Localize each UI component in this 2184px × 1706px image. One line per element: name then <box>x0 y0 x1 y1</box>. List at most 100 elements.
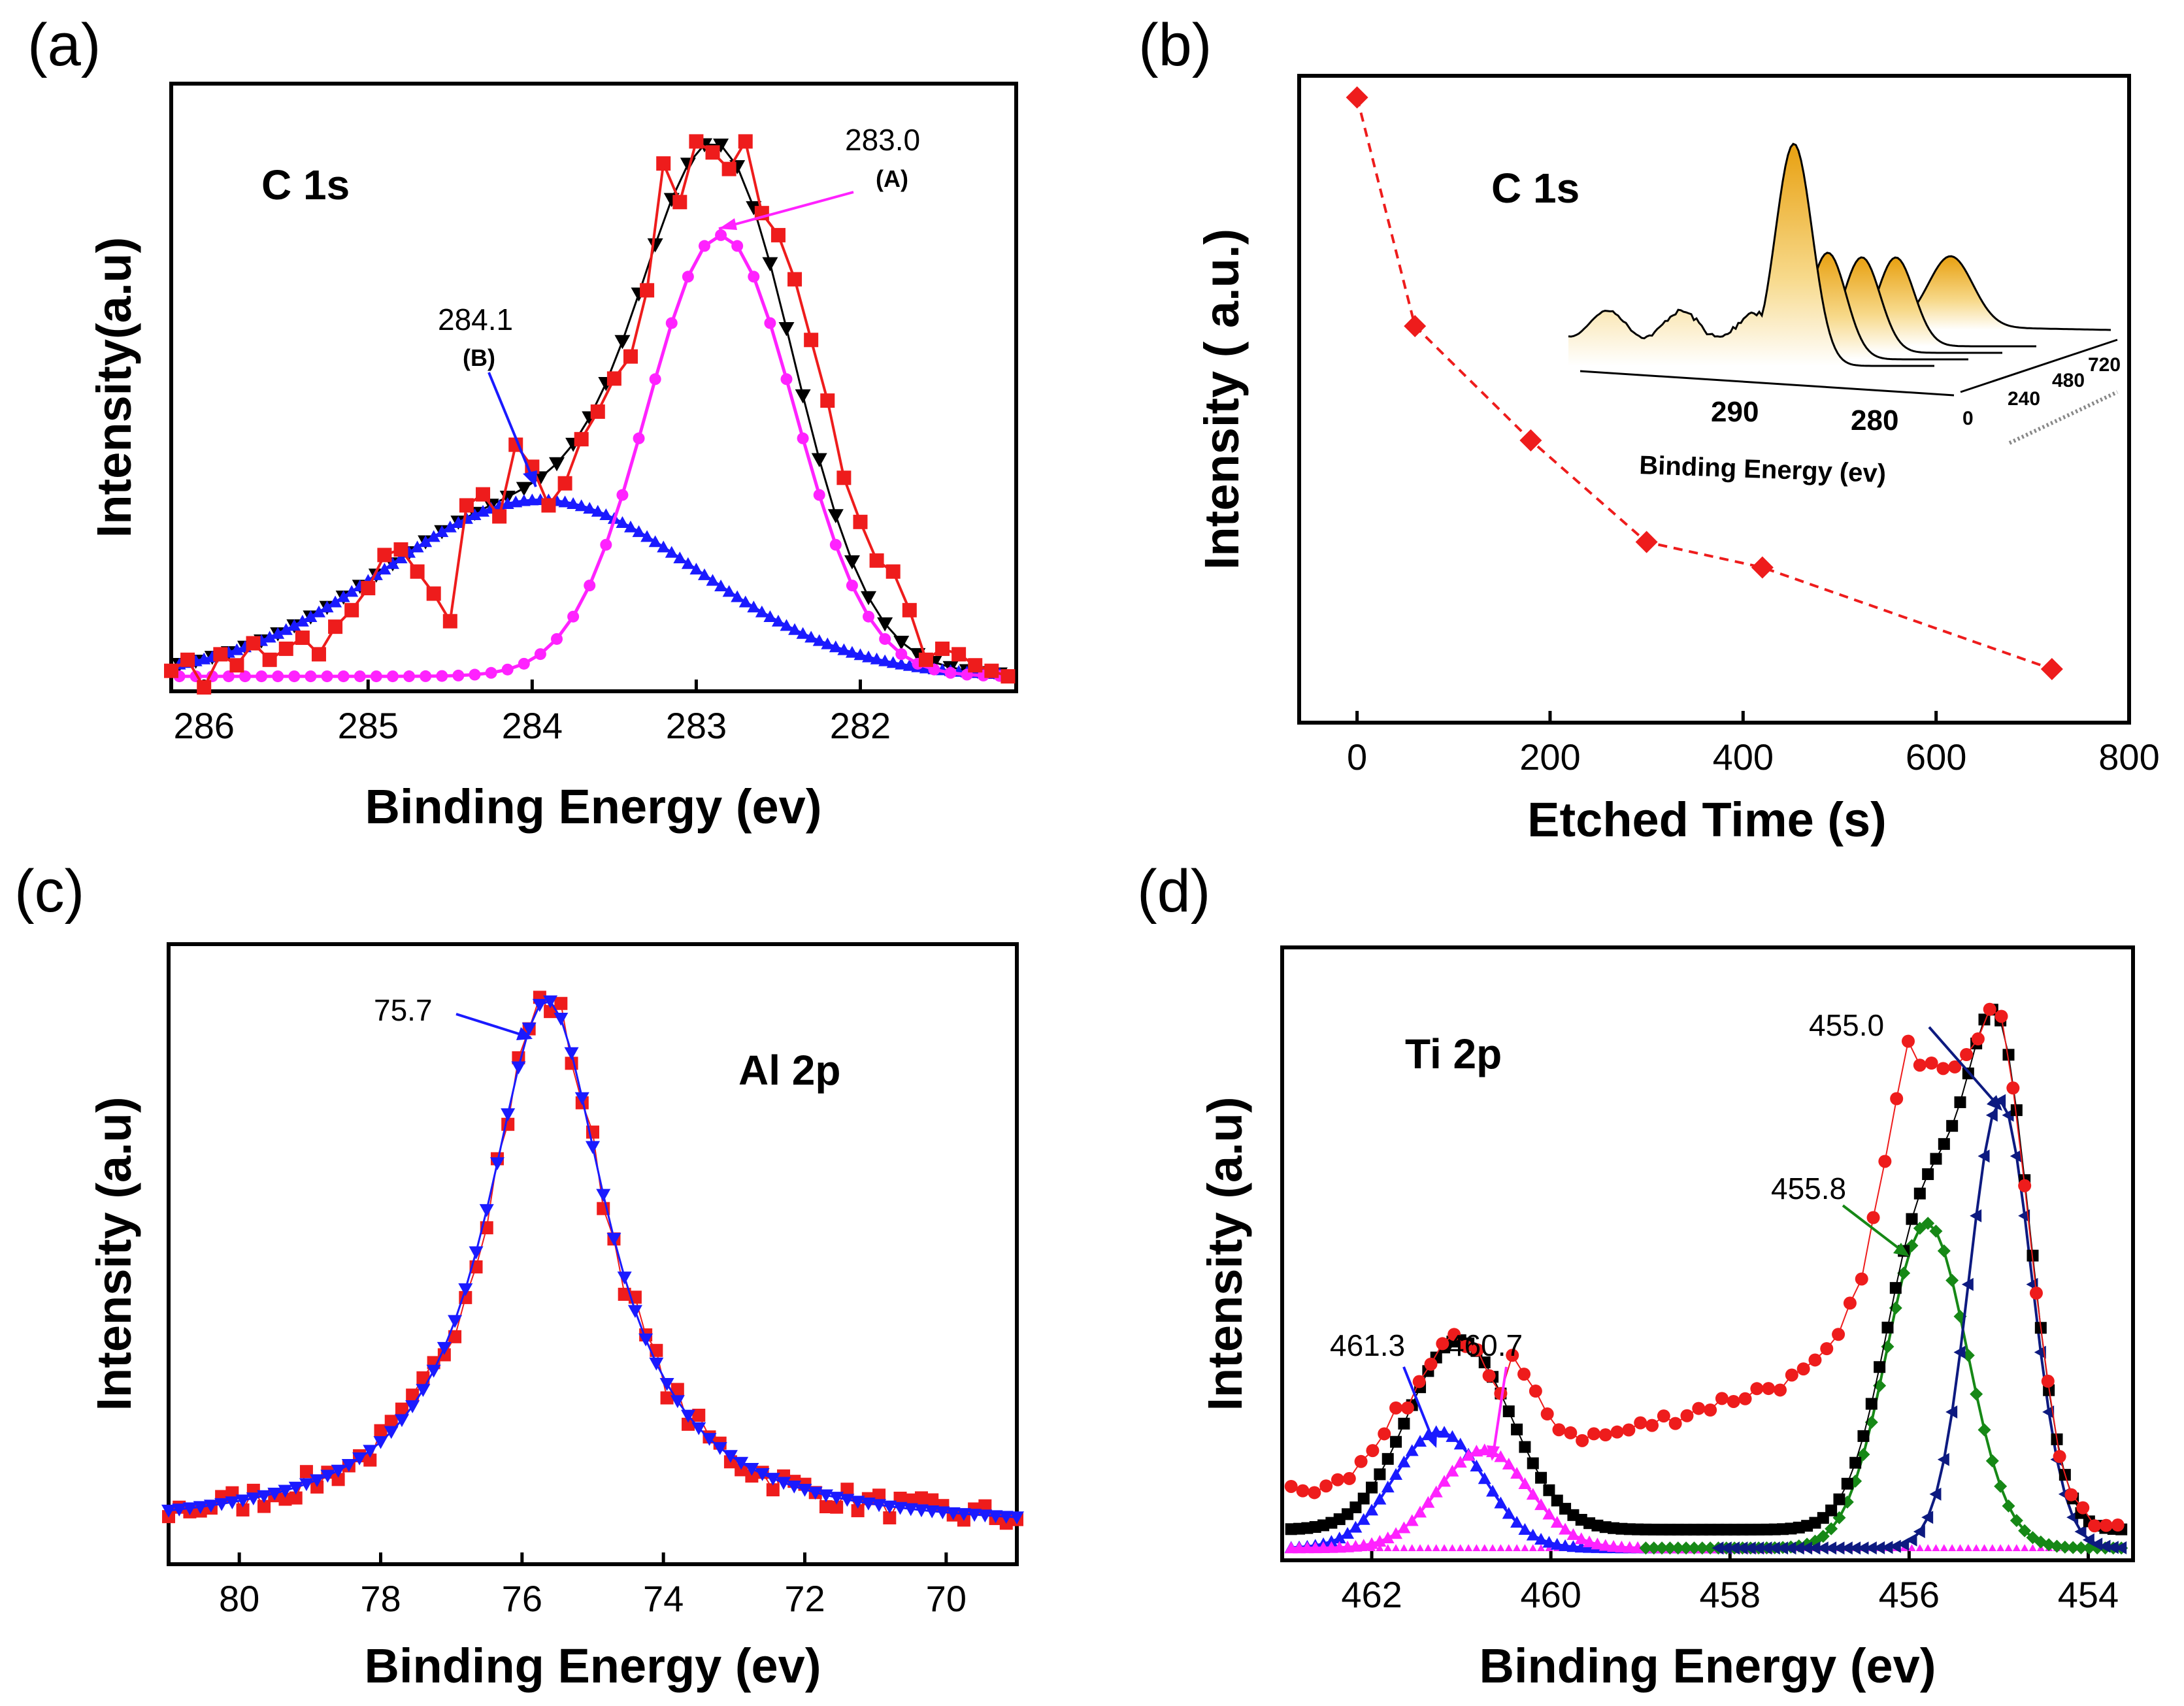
fit-point <box>458 1283 473 1296</box>
fit-point <box>702 1433 717 1446</box>
raw-point <box>1296 1484 1310 1498</box>
peak-a-point <box>944 666 957 679</box>
peak-460-7-point <box>1405 1514 1419 1526</box>
raw-point <box>2099 1518 2113 1532</box>
raw-point <box>1715 1392 1729 1405</box>
peak-a-point <box>321 670 333 683</box>
baseline-point <box>1504 1544 1513 1552</box>
peak-a-point <box>633 432 645 444</box>
fit-point <box>246 1492 261 1505</box>
peak-455-8-point <box>1695 1541 1709 1555</box>
raw-point <box>331 1473 345 1486</box>
peak-b-point <box>574 499 588 512</box>
peak-455-0-point <box>1728 1541 1740 1555</box>
peak-460-7-point <box>1389 1527 1403 1539</box>
ann-461-3-arrowhead <box>1425 1432 1437 1448</box>
peak-b-point <box>452 516 465 528</box>
fit-point <box>278 1485 293 1498</box>
peak-a-point <box>288 670 301 683</box>
peak-b-point <box>623 520 637 533</box>
peak-a-point <box>305 670 317 683</box>
inset-xlabel: Binding Energy (ev) <box>1639 451 1887 488</box>
envelope-point <box>795 389 811 404</box>
raw-point <box>689 134 704 149</box>
raw-point <box>278 641 293 656</box>
panel-a-ylabel: Intensity(a.u) <box>87 237 141 538</box>
raw-point <box>738 134 753 149</box>
peak-455-0-point <box>1832 1541 1845 1555</box>
peak-455-0-point <box>1881 1541 1893 1554</box>
baseline-point <box>1440 1544 1449 1552</box>
baseline-point <box>1924 1544 1932 1552</box>
peak-a-point <box>567 610 580 623</box>
peak-b-point <box>796 627 810 639</box>
envelope-point <box>1535 1471 1547 1484</box>
panel-b-ylabel: Intensity ( a.u.) <box>1195 229 1249 570</box>
fit-point <box>946 1507 961 1520</box>
peak-a-point <box>222 670 235 683</box>
fit-point <box>363 1445 378 1458</box>
raw-point <box>557 476 572 491</box>
envelope-line <box>179 143 1001 675</box>
raw-point <box>361 581 376 596</box>
peak-b-point <box>681 557 695 569</box>
x-tick-label: 462 <box>1341 1574 1402 1615</box>
peak-460-7-point <box>1583 1535 1597 1547</box>
peak-461-3-point <box>1510 1516 1524 1528</box>
peak-a-point <box>863 610 875 623</box>
envelope-point <box>861 591 877 606</box>
ann-455-0: 455.0 <box>1809 1008 1884 1042</box>
inset-trace <box>1568 142 1934 367</box>
fit-point <box>521 1023 537 1036</box>
peak-461-3-point <box>1502 1507 1515 1519</box>
peak-461-3-point <box>1518 1523 1532 1535</box>
baseline-point <box>1940 1544 1948 1552</box>
raw-point <box>197 680 212 695</box>
raw-point <box>1925 1057 1938 1070</box>
raw-point <box>1913 1058 1927 1072</box>
peak-461-3-point <box>1494 1496 1508 1509</box>
raw-point <box>1855 1272 1868 1286</box>
raw-point <box>1448 1328 1461 1341</box>
envelope-point <box>1833 1493 1845 1505</box>
peak-455-0-point <box>1913 1525 1925 1539</box>
peak-460-7-point <box>1446 1464 1459 1477</box>
panel-b-x-ticks: 0 200 400 600 800 <box>1347 711 2160 778</box>
ann-455-8: 455.8 <box>1771 1172 1846 1206</box>
peak-a-point <box>518 657 530 670</box>
baseline-point <box>1376 1544 1384 1552</box>
peak-461-3-point <box>1559 1539 1572 1551</box>
raw-point <box>2029 1287 2043 1300</box>
fit-point <box>850 1496 865 1509</box>
envelope-point <box>910 648 926 663</box>
raw-point <box>1808 1353 1822 1367</box>
peak-455-0-point <box>1937 1452 1949 1466</box>
panel-b-inset: 290 280 Binding Energy (ev) 0 240 480 72… <box>1568 142 2121 488</box>
peak-455-0-point <box>1719 1541 1732 1555</box>
envelope-point <box>1841 1477 1853 1490</box>
peak-455-0-point <box>1873 1541 1885 1554</box>
raw-point <box>1001 669 1016 684</box>
peak-b-point <box>345 585 359 597</box>
peak-b-point <box>337 590 350 602</box>
baseline-point <box>1915 1544 1924 1552</box>
peak-455-0-point <box>1825 1541 1837 1555</box>
raw-point <box>299 1465 313 1479</box>
x-tick-label: 70 <box>926 1578 967 1619</box>
peak-455-8-point <box>2066 1541 2080 1554</box>
x-tick-label: 200 <box>1519 736 1580 778</box>
raw-point <box>1774 1383 1787 1397</box>
peak-460-7-point <box>1414 1505 1427 1518</box>
raw-line <box>168 996 1018 1524</box>
raw-point <box>885 564 901 579</box>
raw-point <box>925 1493 939 1507</box>
peak-461-3-point <box>1566 1540 1580 1552</box>
peak-455-0-point <box>1977 1149 1990 1163</box>
peak-b-point <box>821 637 835 649</box>
peak-460-7-point <box>1534 1498 1548 1511</box>
raw-point <box>1901 1034 1915 1048</box>
raw-point <box>1587 1427 1600 1441</box>
raw-point <box>1610 1425 1624 1439</box>
peak-b-point <box>788 623 802 635</box>
panel-d: (d) 462 460 458 456 454 Ti 2p 455.0 455.8 46… <box>1137 858 2135 1693</box>
